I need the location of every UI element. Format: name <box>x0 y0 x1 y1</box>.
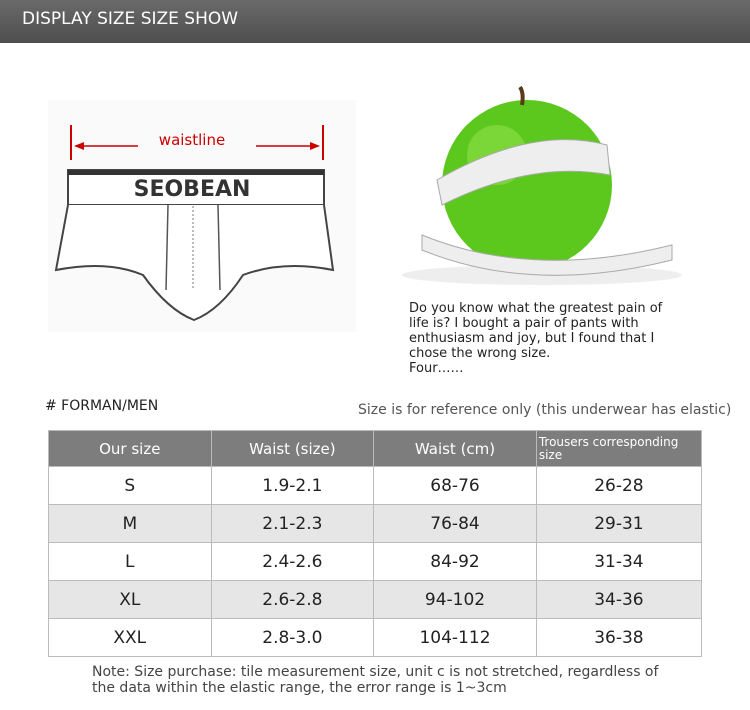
table-cell: S <box>48 466 212 505</box>
table-cell: 76-84 <box>373 504 537 543</box>
table-row: L 2.4-2.6 84-92 31-34 <box>48 542 703 581</box>
header-row: Our size Waist (size) Waist (cm) Trouser… <box>48 430 703 467</box>
header-cell: Trousers corresponding size <box>535 430 703 467</box>
table-cell: 29-31 <box>535 504 703 543</box>
table-cell: 1.9-2.1 <box>210 466 375 505</box>
table-cell: 2.6-2.8 <box>210 580 375 619</box>
table-cell: 2.1-2.3 <box>210 504 375 543</box>
table-cell: 2.8-3.0 <box>210 618 375 657</box>
header-title: DISPLAY SIZE SIZE SHOW <box>22 9 239 29</box>
table-row: S 1.9-2.1 68-76 26-28 <box>48 466 703 505</box>
header-bar: DISPLAY SIZE SIZE SHOW <box>0 0 750 43</box>
table-row: XXL 2.8-3.0 104-112 36-38 <box>48 618 703 657</box>
note-line: Note: Size purchase: tile measurement si… <box>92 664 659 680</box>
caption-line: life is? I bought a pair of pants with <box>409 316 639 331</box>
header-cell: Waist (cm) <box>373 430 537 467</box>
table-cell: M <box>48 504 212 543</box>
caption-line: Do you know what the greatest pain of <box>409 301 663 316</box>
header-cell: Our size <box>48 430 212 467</box>
underwear-diagram: waistline SEOBEAN <box>48 100 356 332</box>
table-cell: XL <box>48 580 212 619</box>
table-cell: 104-112 <box>373 618 537 657</box>
table-cell: 31-34 <box>535 542 703 581</box>
table-cell: XXL <box>48 618 212 657</box>
table-cell: 2.4-2.6 <box>210 542 375 581</box>
note-line: the data within the elastic range, the e… <box>92 680 507 696</box>
size-table: Our size Waist (size) Waist (cm) Trouser… <box>48 430 703 657</box>
caption-line: chose the wrong size. <box>409 346 551 361</box>
section-remark: Size is for reference only (this underwe… <box>358 402 732 418</box>
caption-line: Four…… <box>409 361 464 376</box>
header-cell: Waist (size) <box>210 430 375 467</box>
table-row: M 2.1-2.3 76-84 29-31 <box>48 504 703 543</box>
waistline-label: waistline <box>159 131 225 149</box>
apple-photo <box>382 85 708 292</box>
table-row: XL 2.6-2.8 94-102 34-36 <box>48 580 703 619</box>
table-cell: 34-36 <box>535 580 703 619</box>
table-cell: 94-102 <box>373 580 537 619</box>
table-cell: 68-76 <box>373 466 537 505</box>
caption: Do you know what the greatest pain of li… <box>409 301 662 376</box>
brand-label: SEOBEAN <box>134 177 251 202</box>
caption-line: enthusiasm and joy, but I found that I <box>409 331 655 346</box>
note: Note: Size purchase: tile measurement si… <box>92 664 658 696</box>
table-cell: L <box>48 542 212 581</box>
table-cell: 84-92 <box>373 542 537 581</box>
table-cell: 26-28 <box>535 466 703 505</box>
table-cell: 36-38 <box>535 618 703 657</box>
section-label: # FORMAN/MEN <box>45 398 159 414</box>
